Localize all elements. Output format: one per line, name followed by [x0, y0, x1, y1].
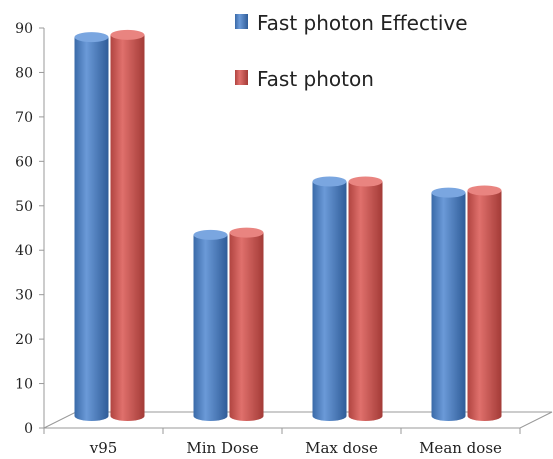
y-tick-label: 40: [15, 243, 33, 259]
y-tick-label: 20: [15, 332, 33, 348]
bar-cap: [467, 185, 502, 196]
bar-body: [193, 234, 228, 422]
bar-fast-photon-effective-mean-dose: [431, 187, 466, 422]
legend-label-fast-photon: Fast photon: [257, 67, 374, 91]
y-tick-label: 80: [15, 65, 33, 81]
y-tick-label: 90: [15, 21, 33, 37]
x-category-label: v95: [89, 439, 118, 457]
bar-fast-photon-effective-min-dose: [193, 229, 228, 422]
x-axis-categories: v95 Min Dose Max dose Mean dose: [43, 428, 521, 457]
bar-body: [431, 192, 466, 422]
bar-cap: [229, 227, 264, 238]
bar-body: [467, 190, 502, 422]
y-axis-ticks: 0 10 20 30 40 50 60 70 80 90: [15, 21, 44, 437]
x-category-label: Min Dose: [186, 439, 258, 457]
y-tick-label: 10: [15, 377, 33, 393]
bars: [74, 29, 502, 422]
bar-fast-photon-v95: [110, 29, 145, 422]
bar-fast-photon-mean-dose: [467, 185, 502, 422]
y-tick-label: 30: [15, 288, 33, 304]
y-tick-label: 60: [15, 154, 33, 170]
bar-fast-photon-effective-v95: [74, 32, 109, 422]
x-category-label: Max dose: [305, 439, 378, 457]
y-tick-label: 70: [15, 110, 33, 126]
bar-fast-photon-max-dose: [348, 176, 383, 422]
bar-fast-photon-effective-max-dose: [312, 176, 347, 422]
legend-swatch-fast-photon: [235, 70, 248, 85]
legend-label-fast-photon-effective: Fast photon Effective: [257, 11, 468, 35]
bar-cap: [193, 229, 228, 240]
bar-cap: [312, 176, 347, 187]
bar-fast-photon-min-dose: [229, 227, 264, 422]
bar-body: [110, 34, 145, 422]
legend: Fast photon Effective Fast photon: [235, 11, 468, 91]
x-category-label: Mean dose: [419, 439, 502, 457]
bar-body: [74, 37, 109, 422]
y-tick-label: 0: [24, 421, 33, 437]
bar-cap: [431, 187, 466, 198]
bar-cap: [110, 29, 145, 40]
bar-cap: [348, 176, 383, 187]
bar-cap: [74, 32, 109, 43]
legend-swatch-fast-photon-effective: [235, 14, 248, 29]
y-tick-label: 50: [15, 199, 33, 215]
bar-body: [348, 181, 383, 422]
bar-body: [229, 232, 264, 422]
bar-body: [312, 181, 347, 422]
